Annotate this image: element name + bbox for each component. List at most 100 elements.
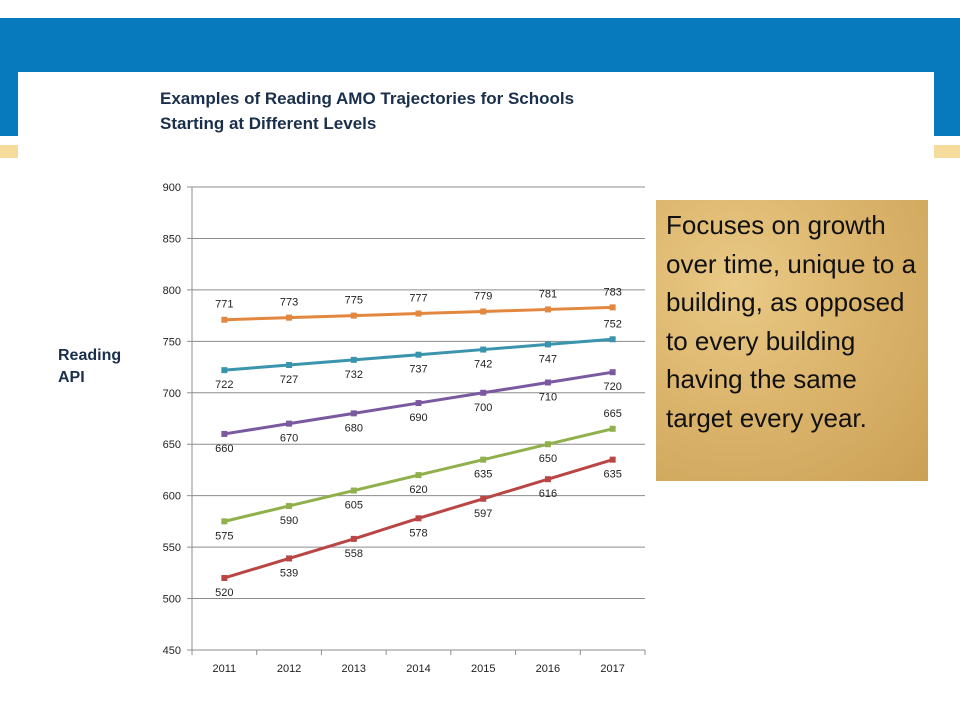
series-lines (221, 304, 616, 581)
series-4-point-2017 (609, 425, 616, 432)
series-5-label-2013: 558 (345, 548, 363, 560)
series-5-point-2013 (350, 535, 357, 542)
series-5-label-2017: 635 (603, 469, 621, 481)
series-5-point-2015 (480, 495, 487, 502)
series-1-point-2015 (480, 308, 487, 315)
x-tick-2011: 2011 (213, 663, 237, 675)
series-2-label-2011: 722 (215, 379, 233, 391)
series-3-point-2016 (544, 379, 551, 386)
series-2-label-2016: 747 (539, 353, 557, 365)
series-5-label-2015: 597 (474, 508, 492, 520)
x-tick-2014: 2014 (406, 663, 430, 675)
series-4-label-2017: 665 (603, 408, 621, 420)
callout-box: Focuses on growth over time, unique to a… (656, 200, 928, 481)
series-2-label-2014: 737 (409, 364, 427, 376)
y-tick-650: 650 (163, 439, 181, 451)
y-tick-800: 800 (163, 285, 181, 297)
series-3-label-2014: 690 (409, 412, 427, 424)
series-1-label-2013: 775 (345, 295, 363, 307)
series-5-point-2014 (415, 515, 422, 522)
y-tick-900: 900 (163, 182, 181, 194)
series-4-label-2011: 575 (215, 530, 233, 542)
series-5-point-2016 (544, 476, 551, 483)
axes: 450 500 550 600 650 700 750 800 850 900 2011 2012 20… (163, 182, 646, 675)
x-tick-2016: 2016 (536, 663, 560, 675)
series-3-label-2013: 680 (345, 422, 363, 434)
series-5-point-2011 (221, 574, 228, 581)
callout-text: Focuses on growth over time, unique to a… (666, 210, 917, 433)
series-1-point-2012 (286, 314, 293, 321)
series-4-label-2012: 590 (280, 515, 298, 527)
series-3-point-2017 (609, 369, 616, 376)
series-3-point-2013 (350, 410, 357, 417)
series-3-point-2015 (480, 389, 487, 396)
x-tick-2013: 2013 (342, 663, 366, 675)
series-4-point-2013 (350, 487, 357, 494)
series-3-point-2012 (286, 420, 293, 427)
series-4-point-2011 (221, 518, 228, 525)
series-1-label-2011: 771 (215, 299, 233, 311)
chart-title-line-1: Examples of Reading AMO Trajectories for… (160, 89, 575, 108)
series-2-point-2017 (609, 336, 616, 343)
y-tick-700: 700 (163, 388, 181, 400)
series-2-point-2011 (221, 367, 228, 374)
series-5-point-2012 (286, 555, 293, 562)
series-3-point-2011 (221, 430, 228, 437)
series-5-label-2012: 539 (280, 567, 298, 579)
series-2-label-2015: 742 (474, 359, 492, 371)
series-2-label-2017: 752 (603, 318, 621, 330)
series-3-label-2017: 720 (603, 381, 621, 393)
series-4-label-2016: 650 (539, 453, 557, 465)
x-tick-2012: 2012 (277, 663, 301, 675)
y-tick-850: 850 (163, 233, 181, 245)
x-tick-2017: 2017 (600, 663, 624, 675)
series-1-label-2016: 781 (539, 288, 557, 300)
series-2-label-2012: 727 (280, 374, 298, 386)
series-4-point-2012 (286, 502, 293, 509)
series-2-point-2013 (350, 356, 357, 363)
series-1-label-2014: 777 (409, 293, 427, 305)
series-4-point-2015 (480, 456, 487, 463)
series-4-label-2014: 620 (409, 484, 427, 496)
series-2-point-2014 (415, 351, 422, 358)
series-4-point-2016 (544, 441, 551, 448)
accent-stripe-right (934, 145, 960, 158)
series-5-label-2016: 616 (539, 488, 557, 500)
y-tick-750: 750 (163, 336, 181, 348)
y-tick-550: 550 (163, 542, 181, 554)
series-1-label-2017: 783 (603, 286, 621, 298)
series-1-label-2012: 773 (280, 297, 298, 309)
y-tick-500: 500 (163, 594, 181, 606)
y-tick-600: 600 (163, 491, 181, 503)
y-tick-450: 450 (163, 645, 181, 657)
series-1-point-2016 (544, 306, 551, 313)
series-1-point-2017 (609, 304, 616, 311)
series-3-label-2011: 660 (215, 443, 233, 455)
chart-title-line-2: Starting at Different Levels (160, 114, 377, 133)
series-4-label-2015: 635 (474, 469, 492, 481)
series-2-point-2012 (286, 361, 293, 368)
series-2-point-2015 (480, 346, 487, 353)
data-labels: 771 773 775 777 779 781 783 722 727 732 737 742 747 7… (215, 286, 622, 599)
y-axis-label: Reading API (58, 345, 121, 389)
series-5-label-2014: 578 (409, 527, 427, 539)
series-4-label-2013: 605 (345, 500, 363, 512)
series-1-point-2014 (415, 310, 422, 317)
chart-title: Examples of Reading AMO Trajectories for… (160, 86, 680, 136)
series-5-point-2017 (609, 456, 616, 463)
series-3-label-2015: 700 (474, 402, 492, 414)
y-axis-label-line-1: Reading (58, 347, 122, 364)
series-1-label-2015: 779 (474, 290, 492, 302)
series-1-point-2011 (221, 316, 228, 323)
y-axis-label-line-2: API (58, 369, 85, 386)
series-2-label-2013: 732 (345, 369, 363, 381)
series-4-point-2014 (415, 472, 422, 479)
series-3-label-2016: 710 (539, 391, 557, 403)
series-2-point-2016 (544, 341, 551, 348)
series-1-point-2013 (350, 312, 357, 319)
series-3-label-2012: 670 (280, 433, 298, 445)
series-3-point-2014 (415, 400, 422, 407)
accent-stripe-left (0, 145, 20, 158)
x-tick-2015: 2015 (471, 663, 495, 675)
